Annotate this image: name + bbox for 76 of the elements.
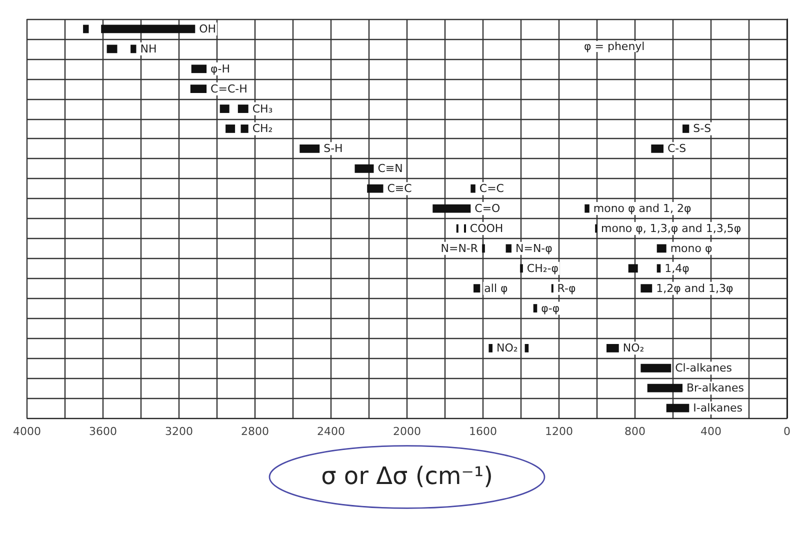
series-label: C≡C bbox=[387, 182, 412, 196]
series-label: I-alkanes bbox=[693, 402, 743, 415]
series-label: Br-alkanes bbox=[686, 382, 744, 395]
series-label: C≡N bbox=[378, 162, 403, 176]
bar bbox=[354, 164, 374, 173]
annotation: φ = phenyl bbox=[584, 40, 645, 53]
bar bbox=[226, 124, 236, 133]
series-label: mono φ bbox=[670, 242, 712, 255]
bar bbox=[640, 364, 672, 372]
bar bbox=[191, 64, 207, 74]
bar bbox=[190, 84, 207, 94]
series-label: R-φ bbox=[557, 282, 576, 295]
bar bbox=[533, 304, 538, 312]
bar bbox=[470, 184, 476, 193]
bar bbox=[651, 144, 664, 153]
bar bbox=[220, 104, 230, 113]
bar bbox=[656, 264, 661, 273]
bar bbox=[83, 24, 89, 34]
series-label: CH₂-φ bbox=[526, 262, 558, 275]
series-label: Cl-alkanes bbox=[675, 362, 732, 375]
x-tick-label: 3200 bbox=[165, 425, 193, 438]
series-label: NO₂ bbox=[496, 342, 518, 355]
bar bbox=[524, 344, 529, 352]
series-label: 1,2φ and 1,3φ bbox=[656, 282, 734, 295]
series-label: NH bbox=[140, 42, 157, 56]
series-label: S-S bbox=[693, 122, 712, 136]
series-label: C-S bbox=[668, 142, 686, 156]
series-label: 1,4φ bbox=[664, 262, 690, 275]
bar bbox=[101, 24, 196, 34]
x-tick-label: 2400 bbox=[317, 425, 345, 438]
bar bbox=[584, 204, 590, 213]
bar bbox=[106, 44, 118, 54]
series-label: C=O bbox=[474, 202, 501, 216]
x-tick-label: 0 bbox=[784, 425, 790, 438]
bar bbox=[474, 284, 480, 293]
series-label: φ-H bbox=[210, 62, 230, 76]
series-label: N=N-R bbox=[440, 242, 478, 255]
x-tick-label: 3600 bbox=[89, 425, 117, 438]
x-tick-label: 2000 bbox=[393, 425, 421, 438]
bar bbox=[238, 104, 248, 113]
bar bbox=[647, 384, 682, 392]
x-tick-label: 4000 bbox=[13, 425, 41, 438]
bar bbox=[656, 244, 666, 253]
bar bbox=[682, 124, 690, 133]
series-label: mono φ and 1, 2φ bbox=[593, 202, 692, 216]
series-label: φ-φ bbox=[541, 302, 560, 315]
x-tick-label: 1200 bbox=[545, 425, 573, 438]
bar bbox=[240, 124, 248, 133]
series-label: NO₂ bbox=[622, 342, 644, 355]
bar bbox=[300, 144, 320, 153]
bar bbox=[482, 244, 485, 253]
series-label: N=N-φ bbox=[516, 242, 552, 255]
series-label: CH₃ bbox=[252, 102, 273, 116]
series-label: CH₂ bbox=[252, 122, 273, 136]
series-label: mono φ, 1,3,φ and 1,3,5φ bbox=[601, 222, 742, 235]
series-label: C=C bbox=[479, 182, 504, 196]
bar bbox=[666, 404, 690, 412]
bar bbox=[488, 344, 492, 352]
bar bbox=[367, 184, 384, 193]
bar bbox=[628, 264, 638, 273]
series-label: C=C-H bbox=[210, 82, 248, 96]
x-tick-label: 800 bbox=[624, 425, 646, 438]
series-label: all φ bbox=[484, 282, 508, 295]
bar bbox=[640, 284, 652, 293]
series-label: COOH bbox=[470, 222, 504, 235]
x-tick-label: 400 bbox=[700, 425, 722, 438]
series-label: S-H bbox=[324, 142, 343, 156]
series-label: OH bbox=[199, 22, 216, 36]
x-axis-title: σ or Δσ (cm⁻¹) bbox=[321, 462, 493, 490]
bar bbox=[506, 244, 512, 253]
bar bbox=[520, 264, 523, 273]
x-tick-label: 1600 bbox=[469, 425, 497, 438]
bar bbox=[606, 344, 619, 352]
bar bbox=[130, 44, 136, 54]
bar bbox=[432, 204, 471, 213]
x-tick-label: 2800 bbox=[241, 425, 269, 438]
